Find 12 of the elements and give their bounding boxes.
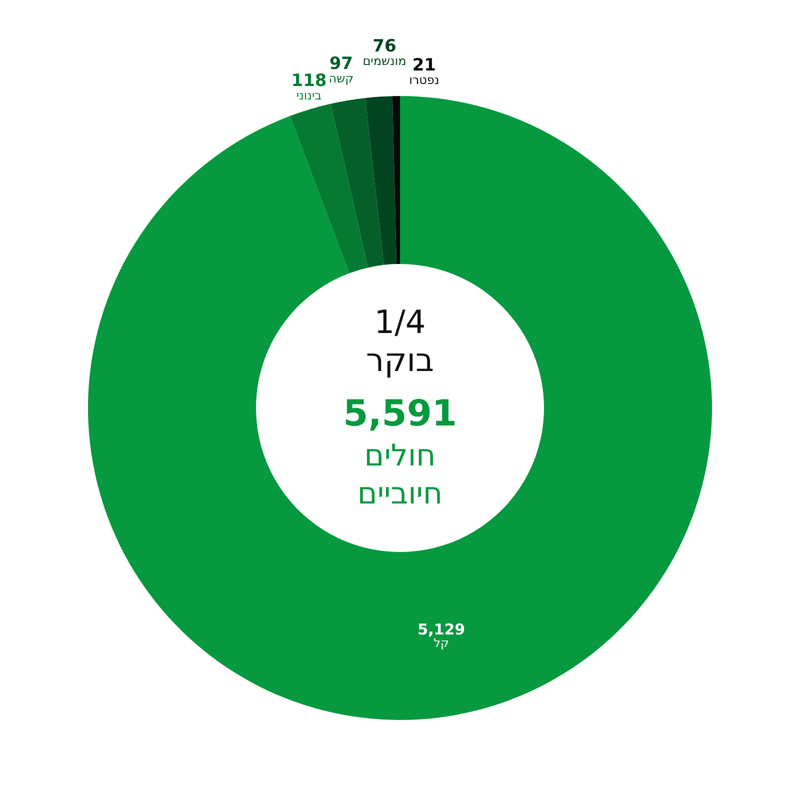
- slice-label: מונשמים: [362, 54, 406, 68]
- slice-label: קל: [434, 636, 450, 650]
- slice-label: בינוני: [296, 88, 322, 103]
- slice-label: קשה: [328, 72, 354, 86]
- data-label: 5,129: [418, 620, 466, 638]
- text: חולים חיוביים: [357, 438, 443, 512]
- slice-label: נפטרו: [409, 73, 440, 88]
- text: 5,591: [343, 394, 457, 434]
- data-label: 21: [412, 56, 436, 76]
- data-label: 118: [291, 71, 327, 92]
- data-label: 97: [329, 54, 353, 74]
- data-label: 76: [372, 36, 396, 56]
